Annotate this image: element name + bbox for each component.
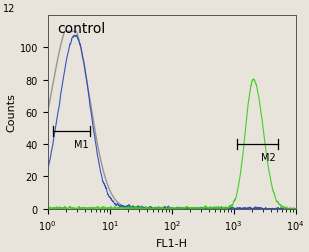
Y-axis label: Counts: Counts — [7, 93, 17, 132]
Text: M2: M2 — [261, 153, 276, 163]
Text: M1: M1 — [74, 140, 89, 150]
Text: control: control — [57, 22, 106, 36]
Text: 12: 12 — [3, 4, 15, 14]
X-axis label: FL1-H: FL1-H — [156, 238, 188, 248]
